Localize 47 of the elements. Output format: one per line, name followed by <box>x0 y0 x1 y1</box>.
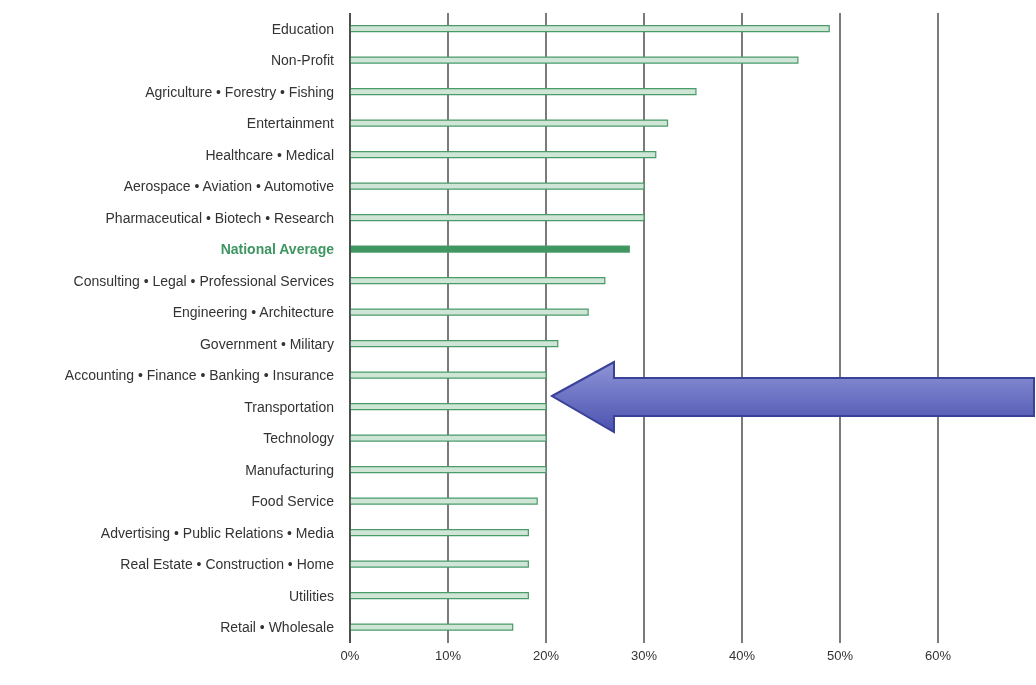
y-tick-label: Manufacturing <box>245 461 334 478</box>
y-tick-label: Utilities <box>288 587 334 604</box>
bar <box>350 245 630 253</box>
y-tick-label: Consulting • Legal • Professional Services <box>73 272 334 289</box>
bar <box>350 497 538 505</box>
bar <box>350 529 529 537</box>
x-tick-label: 50% <box>826 648 854 664</box>
bar <box>350 466 547 474</box>
bar <box>350 560 529 568</box>
bar <box>350 25 830 33</box>
y-tick-label: Education <box>271 20 334 37</box>
y-tick-label: National Average <box>220 241 335 258</box>
bar <box>350 434 547 442</box>
y-tick-label: Agriculture • Forestry • Fishing <box>145 83 334 100</box>
bar <box>350 340 559 348</box>
y-tick-label: Aerospace • Aviation • Automotive <box>123 178 335 195</box>
y-tick-label: Pharmaceutical • Biotech • Research <box>105 209 334 226</box>
x-tick-label: 0% <box>340 648 360 664</box>
y-tick-label: Engineering • Architecture <box>172 304 335 321</box>
y-tick-label: Real Estate • Construction • Home <box>120 556 335 573</box>
y-tick-label: Accounting • Finance • Banking • Insurance <box>64 367 335 384</box>
bar <box>350 119 669 127</box>
y-tick-label: Government • Military <box>199 335 334 352</box>
x-tick-label: 20% <box>532 648 560 664</box>
bar <box>350 592 529 600</box>
bar <box>350 56 799 64</box>
bar <box>350 403 547 411</box>
bar <box>350 308 589 316</box>
y-tick-label: Entertainment <box>246 115 335 132</box>
x-tick-label: 30% <box>630 648 658 664</box>
x-tick-label: 40% <box>728 648 756 664</box>
y-tick-label: Advertising • Public Relations • Media <box>100 524 335 541</box>
bar <box>350 182 645 190</box>
y-tick-label: Transportation <box>244 398 334 415</box>
bar <box>350 214 645 222</box>
x-tick-label: 10% <box>434 648 462 664</box>
y-tick-label: Non-Profit <box>270 52 335 69</box>
bar <box>350 623 514 631</box>
y-tick-label: Retail • Wholesale <box>220 619 335 636</box>
x-tick-label: 60% <box>924 648 952 664</box>
y-tick-label: Healthcare • Medical <box>205 146 334 163</box>
y-tick-label: Food Service <box>251 493 335 510</box>
y-tick-label: Technology <box>263 430 334 447</box>
bar <box>350 151 657 159</box>
bar <box>350 371 547 379</box>
bar <box>350 88 697 96</box>
bar <box>350 277 606 285</box>
